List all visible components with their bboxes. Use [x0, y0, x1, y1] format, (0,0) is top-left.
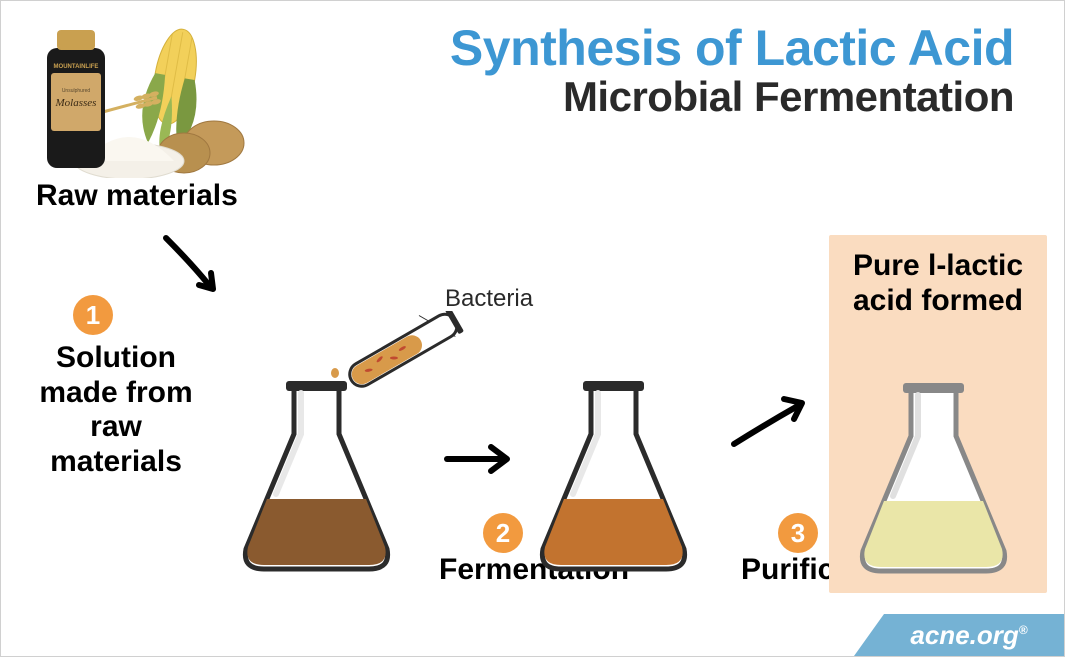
step-badge-1: 1 — [73, 295, 113, 335]
page-subtitle: Microbial Fermentation — [450, 73, 1014, 121]
svg-text:acne.org®: acne.org® — [910, 620, 1027, 650]
svg-text:Molasses: Molasses — [55, 97, 97, 109]
page-title: Synthesis of Lactic Acid — [450, 19, 1014, 77]
bacteria-label: Bacteria — [445, 285, 533, 313]
result-label: Pure l-lactic acid formed — [839, 249, 1037, 318]
raw-materials-icon: MOUNTAINLIFE Molasses Unsulphured — [29, 13, 254, 183]
step-badge-3: 3 — [778, 513, 818, 553]
title-block: Synthesis of Lactic Acid Microbial Ferme… — [450, 19, 1014, 121]
arrow-icon — [726, 389, 826, 459]
arrow-icon — [439, 439, 529, 479]
step-badge-2: 2 — [483, 513, 523, 553]
flask-2-icon — [531, 379, 696, 579]
raw-materials-label: Raw materials — [36, 179, 238, 213]
svg-text:MOUNTAINLIFE: MOUNTAINLIFE — [54, 64, 99, 70]
arrow-icon — [151, 223, 241, 313]
watermark-badge: acne.org® — [854, 614, 1064, 656]
flask-1-icon — [234, 379, 399, 579]
step-1-label: Solution made from raw materials — [31, 341, 201, 479]
svg-text:Unsulphured: Unsulphured — [62, 88, 91, 94]
flask-3-icon — [851, 381, 1016, 581]
